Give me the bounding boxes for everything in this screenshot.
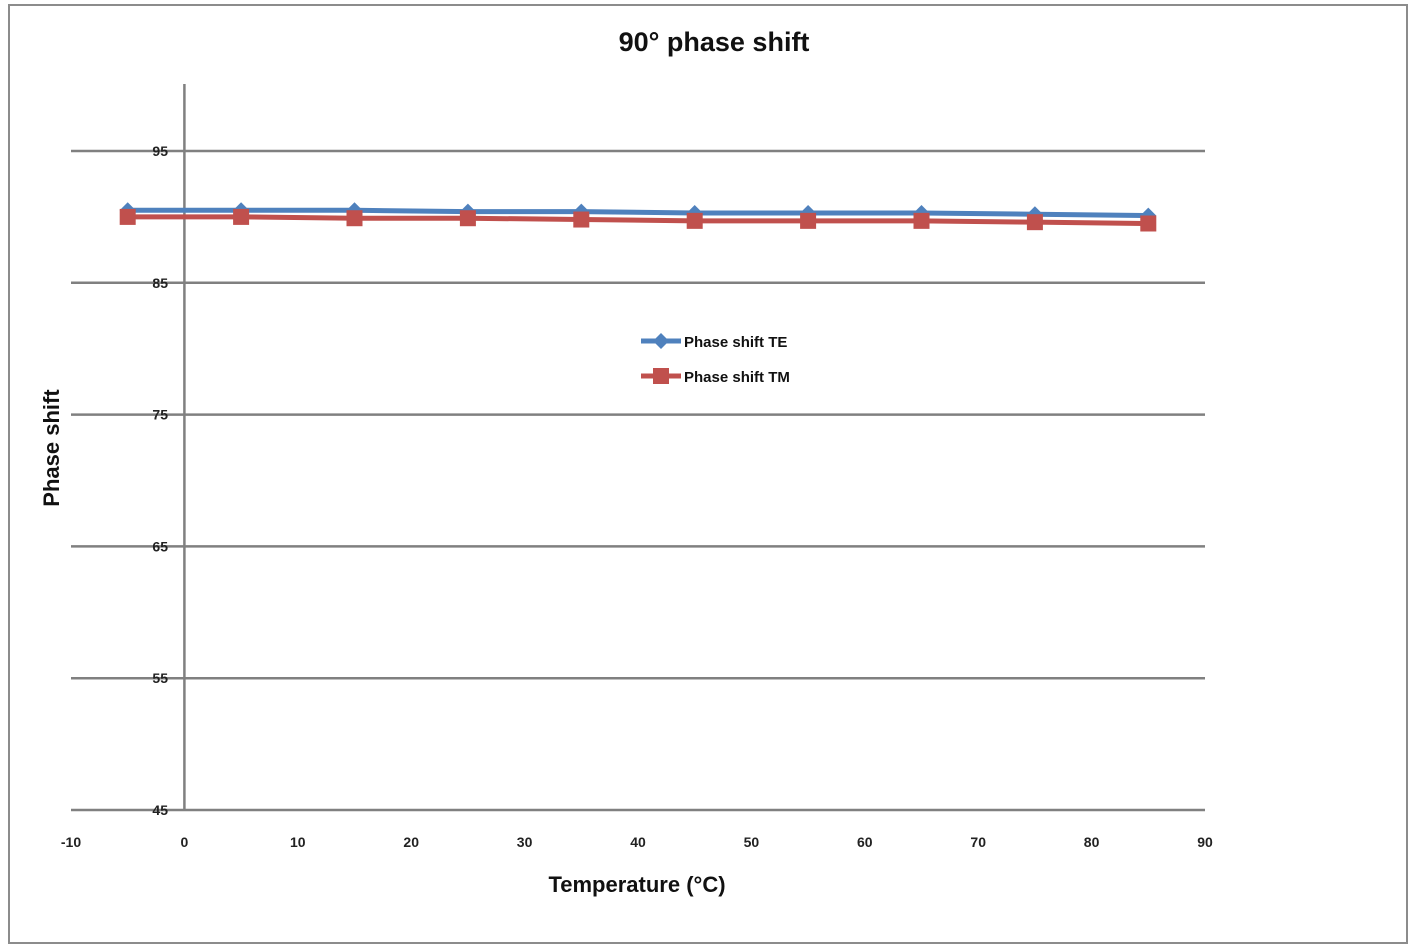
chart-title: 90° phase shift	[619, 27, 810, 57]
x-tick-label: 10	[290, 834, 306, 850]
x-axis-title: Temperature (°C)	[548, 872, 725, 897]
y-tick-label: 95	[152, 143, 168, 159]
data-point	[800, 212, 817, 229]
data-point	[233, 208, 250, 225]
y-tick-label: 45	[152, 802, 168, 818]
data-point	[686, 212, 703, 229]
legend-label: Phase shift TM	[684, 369, 790, 386]
data-point	[573, 211, 590, 228]
x-tick-label: 70	[970, 834, 986, 850]
y-tick-label: 75	[152, 407, 168, 423]
legend-entry-2: Phase shift TM	[641, 368, 790, 386]
x-tick-label: -10	[61, 834, 81, 850]
x-tick-label: 0	[181, 834, 189, 850]
series-line	[127, 207, 1149, 219]
data-point	[346, 210, 363, 227]
x-tick-label: 30	[517, 834, 533, 850]
legend: Phase shift TE Phase shift TM	[641, 333, 790, 386]
y-tick-label: 85	[152, 275, 168, 291]
x-tick-label: 60	[857, 834, 873, 850]
series-line	[127, 214, 1149, 226]
chart: 45 55 65 75 85 95 -10 0 10 20 30 40 50 60 70 80 90 90° p…	[39, 27, 1213, 897]
legend-marker	[653, 333, 669, 349]
data-point	[913, 212, 930, 229]
y-tick-label: 65	[152, 538, 168, 554]
x-tick-label: 20	[403, 834, 419, 850]
x-tick-label: 90	[1197, 834, 1213, 850]
chart-frame	[8, 4, 1408, 944]
x-tick-label: 40	[630, 834, 646, 850]
grid-lines	[71, 149, 1205, 812]
legend-entry-1: Phase shift TE	[641, 333, 787, 351]
data-point	[119, 208, 136, 225]
series-2	[119, 208, 1157, 232]
data-point	[1140, 215, 1157, 232]
data-point	[1026, 214, 1043, 231]
x-tick-label: 50	[744, 834, 760, 850]
legend-label: Phase shift TE	[684, 334, 787, 351]
tick-labels: 45 55 65 75 85 95 -10 0 10 20 30 40 50 60 70 80 90	[61, 143, 1213, 850]
y-axis-title: Phase shift	[39, 389, 64, 507]
x-tick-label: 80	[1084, 834, 1100, 850]
legend-marker	[653, 368, 669, 384]
series	[119, 202, 1157, 232]
y-tick-label: 55	[152, 670, 168, 686]
data-point	[459, 210, 476, 227]
